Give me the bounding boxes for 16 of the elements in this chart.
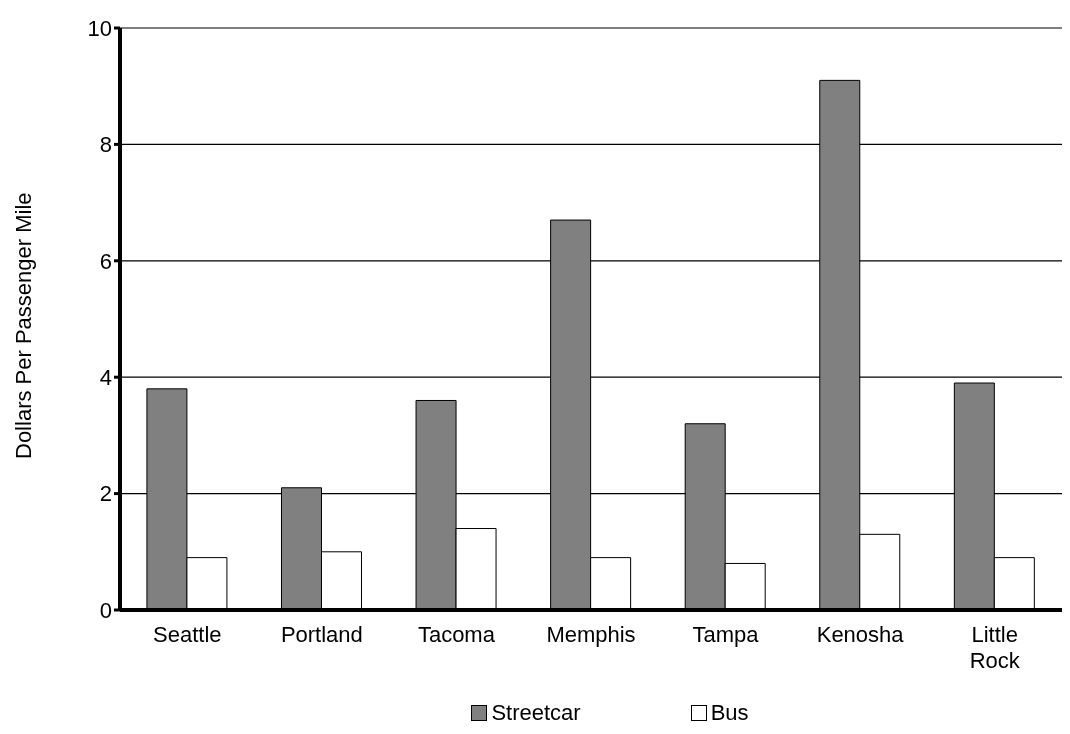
x-tick-label: Little Rock	[969, 622, 1021, 673]
y-tick-label: 10	[87, 15, 112, 41]
y-tick-label: 4	[99, 365, 112, 391]
x-tick-label: Kenosha	[816, 622, 905, 647]
x-tick-label: Memphis	[546, 622, 636, 647]
y-tick-label: 0	[99, 597, 112, 623]
y-axis-title: Dollars Per Passenger Mile	[10, 192, 36, 459]
x-tick-label: Tacoma	[417, 622, 496, 647]
x-tick-label: Seattle	[153, 622, 222, 647]
y-tick-label: 2	[99, 481, 112, 507]
legend-label: Bus	[709, 700, 749, 726]
x-tick-label: Portland	[280, 622, 363, 647]
y-tick-label: 8	[99, 132, 112, 158]
legend-label: Streetcar	[490, 700, 581, 726]
y-tick-label: 6	[99, 248, 112, 274]
x-tick-label: Tampa	[692, 622, 760, 647]
